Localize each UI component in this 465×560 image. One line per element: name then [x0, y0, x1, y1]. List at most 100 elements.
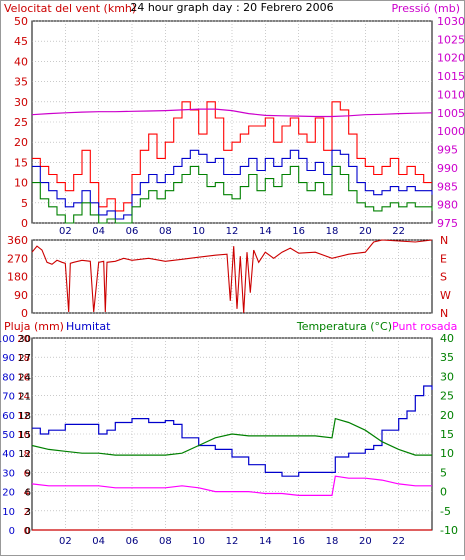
pressure-tick-label: 1015 — [437, 70, 465, 83]
wind-tick-label: 20 — [14, 136, 28, 149]
time-top-tick-label: 16 — [292, 226, 305, 237]
pressure-tick-label: 1010 — [437, 88, 465, 101]
time-bottom-tick-label: 04 — [92, 536, 105, 547]
temperature-tick-label: 0 — [440, 486, 447, 499]
pressure-tick-label: 990 — [437, 162, 458, 175]
scale-tick-label: 9 — [25, 468, 31, 479]
time-top-tick-label: 10 — [192, 226, 205, 237]
humidity-tick-label: 10 — [2, 507, 15, 518]
wind-tick-label: 45 — [14, 35, 28, 48]
rain-tick-label: 10 — [17, 430, 30, 441]
wind-tick-label: 0 — [21, 217, 28, 230]
pressure-tick-label: 975 — [437, 217, 458, 230]
scale-tick-label: 12 — [18, 449, 31, 460]
rain-tick-label: 20 — [17, 334, 30, 345]
time-bottom-tick-label: 22 — [392, 536, 405, 547]
pressure-tick-label: 1020 — [437, 52, 465, 65]
time-top-tick-label: 18 — [326, 226, 339, 237]
time-bottom-tick-label: 14 — [259, 536, 272, 547]
pressure-tick-label: 985 — [437, 180, 458, 193]
scale-tick-label: 3 — [25, 507, 31, 518]
time-bottom-tick-label: 12 — [226, 536, 239, 547]
direction-series — [31, 239, 433, 314]
pressure-axis-label: Pressió (mb) — [391, 2, 460, 15]
graph-title: 24 hour graph day : 20 Febrero 2006 — [130, 1, 333, 14]
direction-degree-axis: 0 90 180 270 360 — [7, 234, 28, 320]
pressure-tick-label: 995 — [437, 144, 458, 157]
temperature-axis: -10 -5 0 5 10 15 20 25 30 35 40 — [440, 332, 458, 537]
compass-label: S — [440, 271, 447, 284]
gust-line — [32, 101, 432, 212]
wind-direction-line — [31, 239, 433, 314]
pressure-line — [31, 108, 433, 118]
wind-line — [32, 149, 433, 220]
wind-tick-label: 5 — [21, 197, 28, 210]
time-bottom-tick-label: 06 — [126, 536, 139, 547]
temperature-tick-label: 40 — [440, 332, 454, 345]
time-bottom-tick-label: 18 — [326, 536, 339, 547]
rain-tick-label: 2 — [24, 507, 30, 518]
humidity-tick-label: 100 — [0, 334, 15, 345]
time-bottom-tick-label: 20 — [359, 536, 372, 547]
pressure-tick-label: 1030 — [437, 15, 465, 28]
dewpoint-axis-label: Punt rosada — [392, 320, 457, 333]
humidity-tick-label: 40 — [2, 449, 15, 460]
time-axis-bottom: 02 04 06 08 10 12 14 16 18 20 22 — [59, 536, 405, 547]
wind-tick-label: 15 — [14, 156, 28, 169]
temperature-line — [31, 417, 432, 456]
scale-tick-label: 0 — [25, 526, 31, 537]
wind-tick-label: 10 — [14, 177, 28, 190]
time-bottom-tick-label: 02 — [59, 536, 72, 547]
temperature-tick-label: 10 — [440, 447, 454, 460]
time-top-tick-label: 02 — [59, 226, 72, 237]
wind-series — [31, 101, 433, 224]
rain-axis-label: Pluja (mm) — [4, 320, 64, 333]
scale-tick-label: 21 — [18, 392, 31, 403]
wind-tick-label: 50 — [14, 15, 28, 28]
humidity-tick-label: 90 — [2, 353, 15, 364]
humidity-tick-label: 0 — [9, 526, 15, 537]
rain-tick-label: 8 — [24, 449, 30, 460]
time-bottom-tick-label: 16 — [292, 536, 305, 547]
direction-tick-label: 270 — [7, 252, 28, 265]
rain-tick-label: 12 — [17, 411, 30, 422]
temperature-tick-label: 35 — [440, 351, 454, 364]
humidity-tick-label: 50 — [2, 430, 15, 441]
rain-tick-label: 0 — [24, 526, 30, 537]
wind-speed-axis: 0 5 10 15 20 25 30 35 40 45 50 — [14, 15, 28, 230]
compass-label: W — [440, 289, 451, 302]
humidity-tick-label: 70 — [2, 392, 15, 403]
temperature-tick-label: 5 — [440, 466, 447, 479]
time-top-tick-label: 04 — [92, 226, 105, 237]
compass-label: N — [440, 234, 448, 247]
scale-tick-label: 18 — [18, 411, 31, 422]
compass-label: N — [440, 307, 448, 320]
scale-tick-label: 30 — [18, 334, 31, 345]
direction-tick-label: 0 — [21, 307, 28, 320]
humidity-tick-label: 80 — [2, 372, 15, 383]
direction-tick-label: 90 — [14, 289, 28, 302]
wind-tick-label: 40 — [14, 55, 28, 68]
wind_green-line — [32, 165, 433, 224]
pressure-tick-label: 1000 — [437, 125, 465, 138]
scale-tick-label: 27 — [18, 353, 31, 364]
temperature-tick-label: 20 — [440, 409, 454, 422]
temperature-axis-label: Temperatura (°C) — [296, 320, 392, 333]
temperature-tick-label: -5 — [440, 505, 451, 518]
rain-tick-label: 14 — [17, 392, 30, 403]
time-bottom-tick-label: 10 — [192, 536, 205, 547]
time-bottom-tick-label: 08 — [159, 536, 172, 547]
humidity-tick-label: 20 — [2, 488, 15, 499]
wind-axis-label: Velocitat del vent (kmh) — [4, 2, 136, 15]
time-axis-top: 02 04 06 08 10 12 14 16 18 20 22 — [59, 226, 405, 237]
dewpoint-line — [31, 475, 432, 496]
time-top-tick-label: 12 — [226, 226, 239, 237]
pressure-axis: 975 980 985 990 995 1000 1005 1010 1015 1020 1025 1… — [437, 15, 465, 230]
compass-label: E — [440, 252, 447, 265]
wind-tick-label: 25 — [14, 116, 28, 129]
time-top-tick-label: 22 — [392, 226, 405, 237]
